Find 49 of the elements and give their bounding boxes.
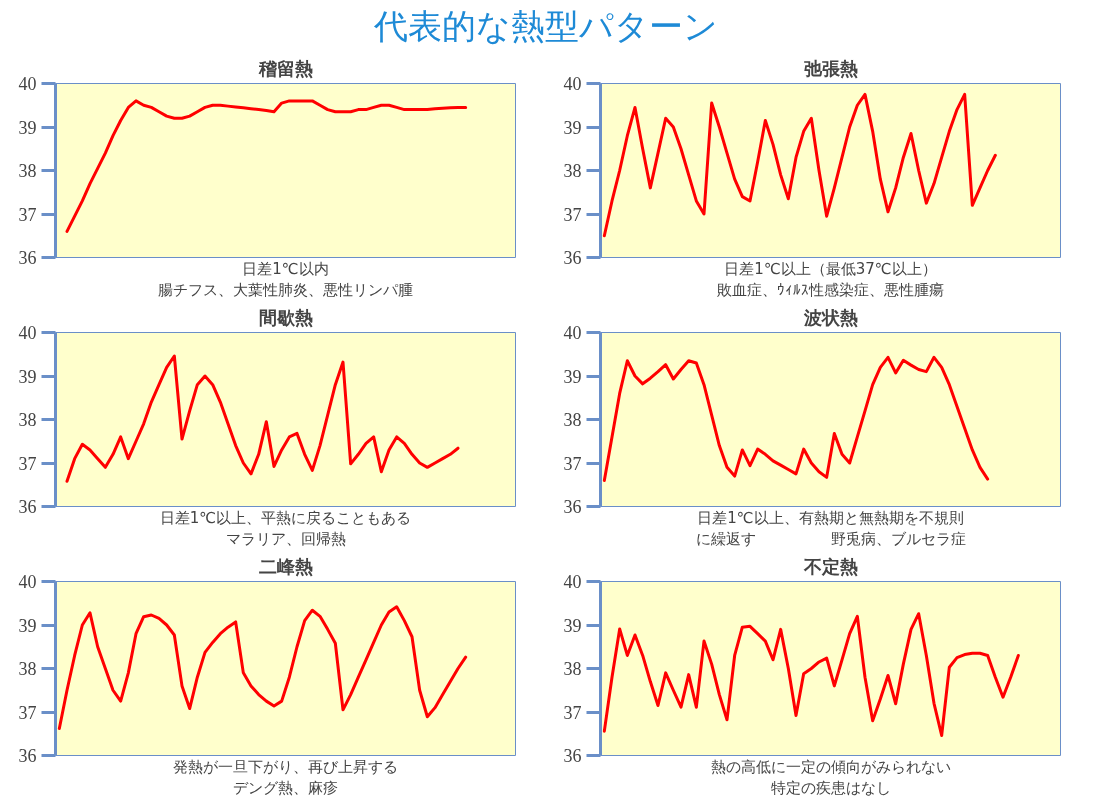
- y-tick-label: 38: [18, 161, 37, 181]
- text: 敗血症、ｳｨﾙｽ性感染症、悪性腫瘍: [717, 281, 944, 299]
- y-tick-label: 36: [563, 497, 582, 517]
- y-tick-label: 36: [18, 497, 37, 517]
- y-tick-label: 38: [18, 659, 37, 679]
- y-tick-label: 37: [18, 702, 37, 723]
- y-tick-label: 40: [18, 572, 37, 592]
- chart-title: 不定熱: [802, 555, 858, 577]
- text: 代表的な熱型パターン: [372, 5, 718, 46]
- y-tick-label: 39: [18, 615, 37, 636]
- chart-title: 間歇熱: [258, 306, 313, 328]
- y-tick-label: 39: [18, 366, 37, 387]
- y-tick-label: 38: [563, 161, 582, 181]
- chart-title: 弛張熱: [803, 57, 858, 79]
- y-tick-label: 39: [18, 117, 37, 138]
- text: デング熱、麻疹: [233, 779, 338, 797]
- y-tick-label: 39: [563, 615, 582, 636]
- y-tick-label: 36: [563, 746, 582, 766]
- chart-title: 稽留熱: [257, 57, 313, 79]
- y-tick-label: 37: [563, 204, 582, 225]
- y-tick-label: 40: [18, 74, 37, 94]
- y-tick-label: 40: [563, 323, 582, 343]
- chart-title: 二峰熱: [258, 555, 313, 577]
- y-tick-label: 38: [18, 410, 37, 430]
- y-tick-label: 37: [18, 453, 37, 474]
- text: 日差1℃以上、有熱期と無熱期を不規則: [697, 509, 964, 527]
- y-tick-label: 40: [18, 323, 37, 343]
- y-tick-label: 37: [563, 453, 582, 474]
- y-tick-label: 36: [563, 248, 582, 268]
- y-tick-label: 38: [563, 410, 582, 430]
- text: に繰返す 野兎病、ブルセラ症: [695, 530, 966, 548]
- y-tick-label: 40: [563, 74, 582, 94]
- y-tick-label: 37: [563, 702, 582, 723]
- text: 発熱が一旦下がり、再び上昇する: [173, 758, 398, 776]
- text: 日差1℃以上、平熱に戻ることもある: [159, 509, 412, 527]
- y-tick-label: 36: [18, 746, 37, 766]
- text: 特定の疾患はなし: [770, 779, 891, 797]
- chart-title: 波状熱: [802, 306, 858, 328]
- text: 熱の高低に一定の傾向がみられない: [710, 758, 951, 776]
- y-tick-label: 39: [563, 366, 582, 387]
- y-tick-label: 40: [563, 572, 582, 592]
- text: 日差1℃以内: [242, 260, 329, 278]
- y-tick-label: 37: [18, 204, 37, 225]
- text: 腸チフス、大葉性肺炎、悪性リンパ腫: [158, 281, 413, 299]
- y-tick-label: 39: [563, 117, 582, 138]
- text: 日差1℃以上（最低37℃以上）: [724, 260, 937, 278]
- text: マラリア、回帰熱: [225, 530, 346, 548]
- y-tick-label: 38: [563, 659, 582, 679]
- y-tick-label: 36: [18, 248, 37, 268]
